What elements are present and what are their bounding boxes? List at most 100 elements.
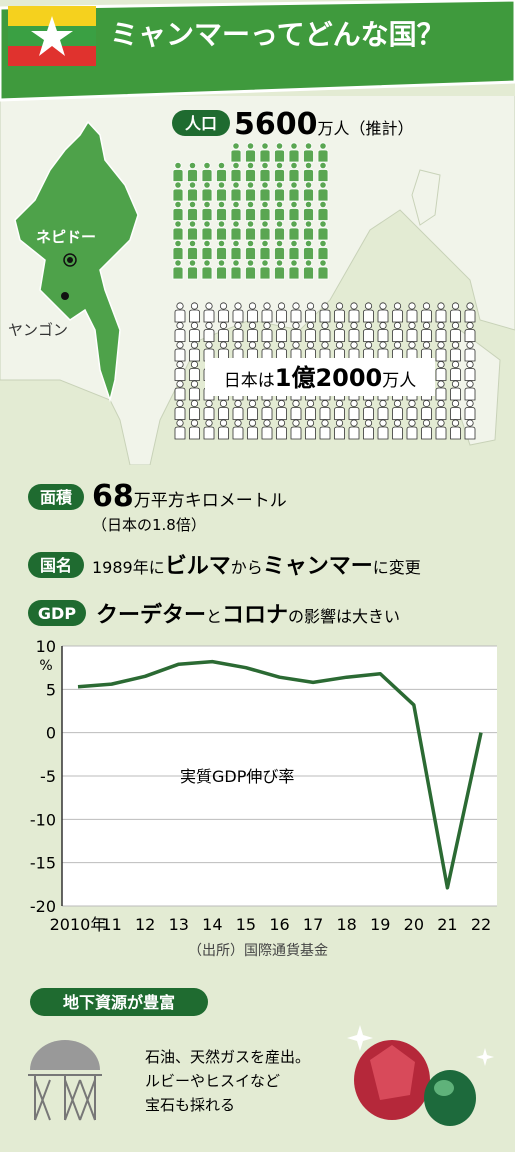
person-icon bbox=[317, 220, 329, 241]
person-icon bbox=[305, 399, 316, 420]
person-icon bbox=[189, 341, 200, 362]
japan-part: 日本は bbox=[224, 371, 275, 391]
capital-marker bbox=[63, 253, 77, 267]
y-tick-label: 0 bbox=[46, 724, 56, 743]
person-icon bbox=[187, 181, 198, 202]
person-icon bbox=[303, 181, 314, 202]
person-icon bbox=[303, 161, 314, 182]
x-tick-label: 19 bbox=[370, 915, 390, 934]
person-icon bbox=[218, 419, 229, 440]
gas-tank-icon bbox=[28, 1040, 102, 1121]
area-unit: 万平方キロメートル bbox=[134, 491, 287, 511]
person-icon bbox=[274, 259, 285, 280]
person-icon bbox=[303, 239, 314, 260]
person-icon bbox=[290, 302, 302, 323]
person-icon bbox=[288, 181, 300, 202]
city-label: ヤンゴン bbox=[8, 321, 68, 339]
person-icon bbox=[348, 419, 360, 440]
person-icon bbox=[230, 259, 242, 280]
badge bbox=[28, 552, 84, 578]
person-icon bbox=[319, 419, 331, 440]
person-icon bbox=[317, 200, 329, 221]
person-icon bbox=[305, 321, 316, 342]
person-icon bbox=[203, 419, 215, 440]
person-icon bbox=[189, 360, 200, 381]
person-icon bbox=[172, 239, 184, 260]
person-icon bbox=[288, 220, 300, 241]
person-icon bbox=[348, 321, 360, 342]
capital-label: ネピドー bbox=[36, 228, 96, 246]
person-icon bbox=[174, 380, 186, 401]
person-icon bbox=[435, 380, 447, 401]
text-part: コロナ bbox=[222, 603, 288, 628]
person-icon bbox=[276, 419, 287, 440]
person-icon bbox=[172, 220, 184, 241]
person-icon bbox=[245, 161, 256, 182]
person-icon bbox=[201, 259, 213, 280]
title-banner bbox=[0, 0, 515, 102]
japan-part: 万人 bbox=[382, 371, 416, 391]
person-icon bbox=[363, 419, 374, 440]
person-icon bbox=[174, 321, 186, 342]
x-tick-label: 13 bbox=[169, 915, 189, 934]
person-icon bbox=[230, 161, 242, 182]
city-marker bbox=[61, 292, 69, 300]
text-part: ビルマ bbox=[165, 554, 231, 579]
person-icon bbox=[276, 302, 287, 323]
person-icon bbox=[230, 181, 242, 202]
person-icon bbox=[203, 302, 215, 323]
person-icon bbox=[245, 239, 256, 260]
person-icon bbox=[305, 419, 316, 440]
person-icon bbox=[203, 399, 215, 420]
x-tick-label: 11 bbox=[101, 915, 121, 934]
person-icon bbox=[334, 399, 345, 420]
x-tick-label: 20 bbox=[404, 915, 424, 934]
person-icon bbox=[406, 302, 418, 323]
person-icon bbox=[392, 321, 403, 342]
person-icon bbox=[172, 200, 184, 221]
person-icon bbox=[435, 399, 447, 420]
person-icon bbox=[247, 399, 258, 420]
person-icon bbox=[276, 399, 287, 420]
person-icon bbox=[261, 302, 273, 323]
person-icon bbox=[317, 161, 329, 182]
person-icon bbox=[247, 321, 258, 342]
person-icon bbox=[288, 259, 300, 280]
person-icon bbox=[187, 161, 198, 182]
x-tick-label: 21 bbox=[437, 915, 457, 934]
person-icon bbox=[303, 220, 314, 241]
person-icon bbox=[187, 259, 198, 280]
person-icon bbox=[261, 399, 273, 420]
person-icon bbox=[189, 399, 200, 420]
person-icon bbox=[261, 419, 273, 440]
badge-text: GDP bbox=[38, 604, 76, 623]
gems-icon bbox=[347, 1025, 494, 1126]
text-part: クーデター bbox=[96, 602, 206, 628]
x-tick-label: 16 bbox=[269, 915, 289, 934]
series-label: 実質GDP伸び率 bbox=[180, 767, 294, 786]
person-icon bbox=[450, 321, 461, 342]
x-tick-label: 17 bbox=[303, 915, 323, 934]
person-icon bbox=[288, 161, 300, 182]
person-icon bbox=[363, 321, 374, 342]
person-icon bbox=[261, 321, 273, 342]
series-line bbox=[77, 659, 483, 890]
x-tick-label: 14 bbox=[202, 915, 222, 934]
person-icon bbox=[216, 181, 227, 202]
person-icon bbox=[218, 321, 229, 342]
person-icon bbox=[174, 399, 186, 420]
person-icon bbox=[259, 220, 271, 241]
y-tick-label: -10 bbox=[30, 810, 56, 829]
y-unit: % bbox=[39, 658, 52, 674]
area-number: 68 bbox=[92, 479, 134, 514]
person-icon bbox=[245, 259, 256, 280]
person-icon bbox=[232, 321, 244, 342]
person-icon bbox=[259, 142, 271, 163]
person-icon bbox=[305, 302, 316, 323]
person-icon bbox=[421, 419, 432, 440]
person-icon bbox=[435, 321, 447, 342]
person-icon bbox=[450, 380, 461, 401]
person-icon bbox=[464, 419, 476, 440]
person-icon bbox=[174, 360, 186, 381]
